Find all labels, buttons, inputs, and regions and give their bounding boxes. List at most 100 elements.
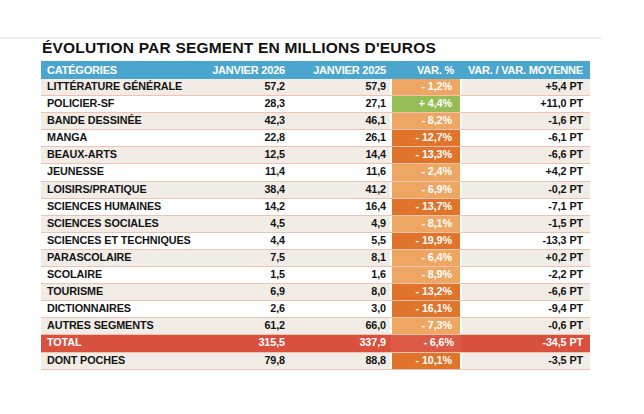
jan2026-cell: 11,4: [211, 164, 288, 180]
jan2026-cell: 1,5: [211, 267, 288, 283]
category-cell: TOURISME: [41, 284, 211, 300]
var-pct-cell: - 16,1%: [390, 301, 462, 317]
jan2025-cell: 337,9: [288, 335, 390, 351]
jan2026-cell: 4,5: [211, 216, 288, 232]
jan2025-cell: 88,8: [288, 353, 390, 369]
var-pct-cell: - 6,4%: [390, 250, 462, 266]
var-pct-cell: - 1,2%: [390, 79, 462, 95]
var-pct-cell: - 6,6%: [390, 335, 462, 351]
jan2025-cell: 8,1: [288, 250, 390, 266]
category-cell: POLICIER-SF: [41, 96, 211, 112]
var-moyenne-cell: -3,5 PT: [462, 353, 590, 369]
category-cell: JEUNESSE: [41, 164, 211, 180]
header-var-pct: VAR. %: [390, 61, 462, 79]
page-title: ÉVOLUTION PAR SEGMENT EN MILLIONS D'EURO…: [42, 39, 436, 57]
var-moyenne-cell: -34,5 PT: [462, 335, 590, 351]
var-moyenne-cell: -6,1 PT: [462, 130, 590, 146]
jan2026-cell: 38,4: [211, 182, 288, 198]
table-row: MANGA 22,8 26,1 - 12,7% -6,1 PT: [41, 130, 590, 147]
category-cell: MANGA: [41, 130, 211, 146]
var-moyenne-cell: +4,2 PT: [462, 164, 590, 180]
category-cell: BEAUX-ARTS: [41, 147, 211, 163]
var-moyenne-cell: -1,6 PT: [462, 113, 590, 129]
table-row: BEAUX-ARTS 12,5 14,4 - 13,3% -6,6 PT: [41, 147, 590, 164]
jan2026-cell: 79,8: [211, 353, 288, 369]
var-pct-cell: - 19,9%: [390, 233, 462, 249]
table-row: SCIENCES SOCIALES 4,5 4,9 - 8,1% -1,5 PT: [41, 216, 590, 233]
table-row: LOISIRS/PRATIQUE 38,4 41,2 - 6,9% -0,2 P…: [41, 182, 590, 199]
jan2026-cell: 57,2: [211, 79, 288, 95]
category-cell: SCOLAIRE: [41, 267, 211, 283]
table-row: DICTIONNAIRES 2,6 3,0 - 16,1% -9,4 PT: [41, 301, 590, 318]
header-janvier-2026: JANVIER 2026: [211, 61, 288, 79]
jan2026-cell: 42,3: [211, 113, 288, 129]
var-moyenne-cell: +5,4 PT: [462, 79, 590, 95]
table-row: PARASCOLAIRE 7,5 8,1 - 6,4% +0,2 PT: [41, 250, 590, 267]
poches-row: DONT POCHES 79,8 88,8 - 10,1% -3,5 PT: [41, 353, 590, 370]
jan2025-cell: 8,0: [288, 284, 390, 300]
jan2026-cell: 61,2: [211, 318, 288, 334]
var-moyenne-cell: -2,2 PT: [462, 267, 590, 283]
jan2026-cell: 14,2: [211, 199, 288, 215]
jan2025-cell: 11,6: [288, 164, 390, 180]
segments-table: CATÉGORIES JANVIER 2026 JANVIER 2025 VAR…: [41, 61, 590, 370]
jan2026-cell: 4,4: [211, 233, 288, 249]
jan2025-cell: 14,4: [288, 147, 390, 163]
jan2025-cell: 46,1: [288, 113, 390, 129]
var-moyenne-cell: -13,3 PT: [462, 233, 590, 249]
var-pct-cell: - 8,2%: [390, 113, 462, 129]
category-cell: DICTIONNAIRES: [41, 301, 211, 317]
var-moyenne-cell: -0,6 PT: [462, 318, 590, 334]
category-cell: BANDE DESSINÉE: [41, 113, 211, 129]
category-cell: LOISIRS/PRATIQUE: [41, 182, 211, 198]
jan2025-cell: 66,0: [288, 318, 390, 334]
var-moyenne-cell: -1,5 PT: [462, 216, 590, 232]
table-row: TOURISME 6,9 8,0 - 13,2% -6,6 PT: [41, 284, 590, 301]
var-moyenne-cell: -6,6 PT: [462, 284, 590, 300]
table-row: SCOLAIRE 1,5 1,6 - 8,9% -2,2 PT: [41, 267, 590, 284]
var-pct-cell: - 13,7%: [390, 199, 462, 215]
jan2025-cell: 1,6: [288, 267, 390, 283]
table-row: JEUNESSE 11,4 11,6 - 2,4% +4,2 PT: [41, 164, 590, 181]
table-row: SCIENCES HUMAINES 14,2 16,4 - 13,7% -7,1…: [41, 199, 590, 216]
var-pct-cell: - 13,3%: [390, 147, 462, 163]
jan2025-cell: 16,4: [288, 199, 390, 215]
var-moyenne-cell: +0,2 PT: [462, 250, 590, 266]
var-pct-cell: - 6,9%: [390, 182, 462, 198]
jan2025-cell: 26,1: [288, 130, 390, 146]
var-pct-cell: + 4,4%: [390, 96, 462, 112]
category-cell: DONT POCHES: [41, 353, 211, 369]
header-janvier-2025: JANVIER 2025: [288, 61, 390, 79]
var-pct-cell: - 12,7%: [390, 130, 462, 146]
header-var-moyenne: VAR. / VAR. MOYENNE: [462, 61, 590, 79]
table-header-row: CATÉGORIES JANVIER 2026 JANVIER 2025 VAR…: [41, 61, 590, 79]
jan2026-cell: 6,9: [211, 284, 288, 300]
jan2025-cell: 57,9: [288, 79, 390, 95]
var-pct-cell: - 7,3%: [390, 318, 462, 334]
total-row: TOTAL 315,5 337,9 - 6,6% -34,5 PT: [41, 335, 590, 352]
header-categories: CATÉGORIES: [41, 61, 211, 79]
table-row: POLICIER-SF 28,3 27,1 + 4,4% +11,0 PT: [41, 96, 590, 113]
jan2025-cell: 3,0: [288, 301, 390, 317]
jan2025-cell: 41,2: [288, 182, 390, 198]
table-row: AUTRES SEGMENTS 61,2 66,0 - 7,3% -0,6 PT: [41, 318, 590, 335]
category-cell: TOTAL: [41, 335, 211, 351]
category-cell: AUTRES SEGMENTS: [41, 318, 211, 334]
var-moyenne-cell: -9,4 PT: [462, 301, 590, 317]
table-row: SCIENCES ET TECHNIQUES 4,4 5,5 - 19,9% -…: [41, 233, 590, 250]
var-moyenne-cell: -7,1 PT: [462, 199, 590, 215]
var-pct-cell: - 8,9%: [390, 267, 462, 283]
var-pct-cell: - 2,4%: [390, 164, 462, 180]
table-row: BANDE DESSINÉE 42,3 46,1 - 8,2% -1,6 PT: [41, 113, 590, 130]
category-cell: PARASCOLAIRE: [41, 250, 211, 266]
jan2025-cell: 27,1: [288, 96, 390, 112]
jan2026-cell: 2,6: [211, 301, 288, 317]
jan2025-cell: 4,9: [288, 216, 390, 232]
var-pct-cell: - 13,2%: [390, 284, 462, 300]
jan2026-cell: 12,5: [211, 147, 288, 163]
jan2026-cell: 7,5: [211, 250, 288, 266]
var-moyenne-cell: -6,6 PT: [462, 147, 590, 163]
category-cell: SCIENCES SOCIALES: [41, 216, 211, 232]
var-moyenne-cell: +11,0 PT: [462, 96, 590, 112]
var-pct-cell: - 10,1%: [390, 353, 462, 369]
